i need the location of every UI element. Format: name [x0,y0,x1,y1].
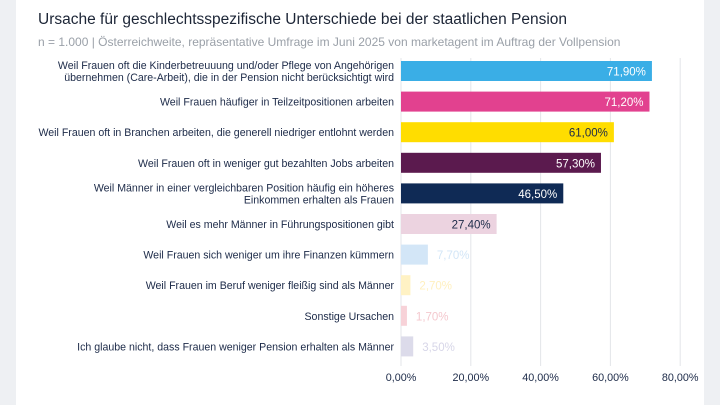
category-label-line: Weil Frauen oft in weniger gut bezahlten… [138,158,394,170]
category-label: Weil es mehr Männer in Führungspositione… [166,219,394,231]
category-label-line: Sonstige Ursachen [304,311,394,323]
chart-title: Ursache für geschlechtsspezifische Unter… [38,11,568,28]
category-label-line: übernehmen (Care-Arbeit), die in der Pen… [64,72,394,84]
value-label: 61,00% [569,128,608,140]
category-label: Weil Frauen im Beruf weniger fleißig sin… [146,280,395,292]
category-label: Weil Frauen häufiger in Teilzeitposition… [160,97,394,109]
category-label-line: Weil Frauen oft in Branchen arbeiten, di… [38,127,394,139]
x-tick-label: 20,00% [452,372,489,384]
category-label: Sonstige Ursachen [304,311,394,323]
value-label: 1,70% [416,311,449,323]
bar [401,275,411,296]
bar [401,214,497,234]
value-label: 71,90% [607,67,646,79]
value-label: 7,70% [437,250,470,262]
category-label-line: Weil Frauen häufiger in Teilzeitposition… [160,97,394,109]
value-label: 57,30% [556,158,595,170]
category-label: Weil Männer in einer vergleichbaren Posi… [94,182,394,206]
value-label: 71,20% [604,97,643,109]
bar [401,61,652,81]
category-label: Weil Frauen oft in Branchen arbeiten, di… [38,127,394,139]
bar [401,183,564,204]
x-tick-label: 40,00% [522,372,559,384]
category-label: Weil Frauen sich weniger um ihre Finanze… [143,250,394,262]
value-label: 3,50% [422,342,455,354]
bar [401,152,601,173]
category-label-line: Ich glaube nicht, dass Frauen weniger Pe… [77,341,394,353]
bar [401,122,614,143]
bar [401,336,414,357]
value-label: 27,40% [452,220,491,232]
x-tick-label: 60,00% [592,372,629,384]
category-label-line: Weil Frauen oft die Kinderbetreuuung und… [58,60,394,72]
category-label: Weil Frauen oft die Kinderbetreuuung und… [58,60,394,84]
chart-subtitle: n = 1.000 | Österreichweite, repräsentat… [38,35,621,49]
category-label-line: Weil Männer in einer vergleichbaren Posi… [94,182,394,194]
category-label-line: Weil Frauen im Beruf weniger fleißig sin… [146,280,395,292]
category-label-line: Weil es mehr Männer in Führungspositione… [166,219,394,231]
category-label: Ich glaube nicht, dass Frauen weniger Pe… [77,341,394,353]
value-label: 46,50% [518,189,557,201]
category-label: Weil Frauen oft in weniger gut bezahlten… [138,158,394,170]
bar [401,244,428,265]
category-label-line: Einkommen erhalten als Frauen [244,194,394,206]
bar [401,305,407,326]
bar [401,91,650,112]
x-tick-label: 80,00% [662,372,699,384]
x-tick-label: 0,00% [386,372,417,384]
category-label-line: Weil Frauen sich weniger um ihre Finanze… [143,250,394,262]
value-label: 2,70% [419,281,452,293]
